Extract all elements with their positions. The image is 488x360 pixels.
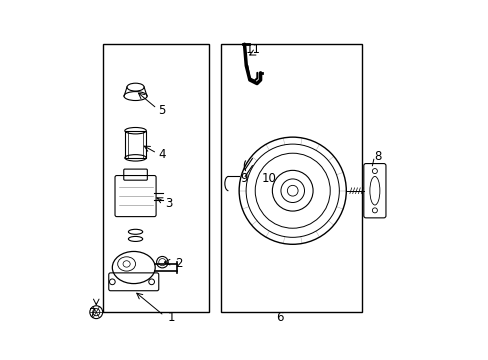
Text: 5: 5 — [158, 104, 165, 117]
Bar — [124, 131, 146, 158]
Text: 7: 7 — [89, 307, 97, 320]
Text: 8: 8 — [373, 150, 381, 163]
Text: 1: 1 — [167, 311, 175, 324]
Bar — [103, 44, 208, 312]
Text: 3: 3 — [165, 197, 172, 210]
Text: 2: 2 — [175, 257, 182, 270]
Bar — [221, 44, 362, 312]
Text: 10: 10 — [261, 172, 276, 185]
Text: 4: 4 — [158, 148, 165, 162]
Text: 11: 11 — [245, 43, 261, 56]
Text: 9: 9 — [240, 172, 247, 185]
Text: 6: 6 — [276, 311, 284, 324]
